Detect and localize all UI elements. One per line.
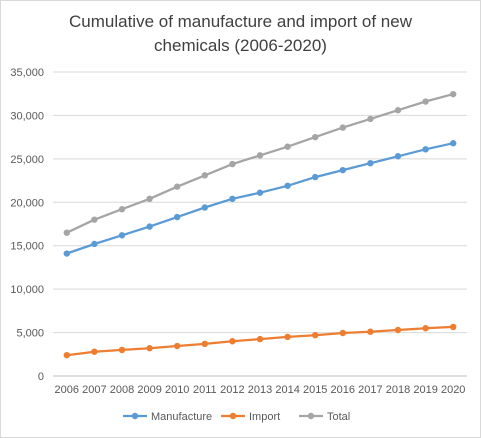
x-tick-label: 2012 (220, 384, 244, 396)
import-point (312, 331, 319, 339)
legend-marker (307, 412, 315, 420)
manufacture-point (91, 240, 98, 248)
total-point (174, 183, 181, 190)
manufacture-point (422, 146, 429, 153)
total-point (422, 98, 429, 105)
import-point (201, 340, 208, 348)
x-tick-label: 2020 (441, 384, 465, 396)
total-line (65, 92, 455, 234)
total-point (91, 216, 98, 223)
x-tick-label: 2019 (413, 384, 437, 396)
y-tick-label: 15,000 (10, 241, 44, 253)
manufacture-point (63, 250, 70, 257)
total-point (63, 229, 70, 236)
x-tick-label: 2014 (275, 384, 299, 396)
x-tick-label: 2011 (193, 384, 217, 396)
chart-title: Cumulative of manufacture and import of … (0, 10, 481, 58)
x-tick-label: 2015 (303, 384, 327, 396)
manufacture-point (256, 189, 264, 196)
series-manufacture (63, 140, 457, 257)
y-tick-label: 20,000 (10, 197, 44, 209)
legend-marker (229, 412, 237, 420)
total-point (394, 107, 402, 114)
legend-label: Manufacture (151, 411, 212, 423)
series-import (63, 323, 457, 359)
x-axis-ticks: 2006 2007 2008 2009 2010 2011 2012 2013 2014 2015… (55, 384, 466, 396)
total-point (367, 115, 374, 123)
import-point (284, 333, 291, 341)
import-point (394, 326, 402, 334)
import-point (91, 348, 98, 355)
total-point (339, 124, 346, 131)
y-tick-label: 30,000 (10, 110, 44, 122)
total-point (312, 133, 319, 141)
legend-label: Total (327, 411, 350, 423)
y-tick-label: 25,000 (10, 154, 44, 166)
manufacture-point (339, 166, 346, 174)
manufacture-point (146, 223, 153, 230)
x-tick-label: 2016 (331, 384, 355, 396)
legend-item-total: Total (299, 411, 350, 423)
import-point (450, 323, 457, 331)
y-axis-ticks: 0 5,000 10,000 15,000 20,000 25,000 30,000 35,0… (10, 67, 44, 383)
import-point (63, 351, 70, 359)
chart-title-line-2: chemicals (2006-2020) (154, 36, 327, 55)
series-lines (63, 90, 457, 359)
manufacture-point (312, 173, 319, 181)
total-point (201, 172, 208, 179)
x-tick-label: 2013 (248, 384, 272, 396)
y-tick-label: 0 (38, 371, 44, 383)
x-tick-label: 2006 (55, 384, 79, 396)
import-point (422, 325, 429, 332)
series-total (63, 90, 457, 236)
manufacture-point (201, 204, 208, 211)
y-tick-label: 10,000 (10, 284, 44, 296)
import-point (229, 338, 236, 345)
manufacture-point (174, 213, 181, 221)
y-tick-label: 5,000 (16, 328, 44, 340)
import-point (174, 342, 181, 350)
manufacture-point (367, 160, 374, 167)
legend-label: Import (249, 411, 280, 423)
manufacture-point (450, 140, 457, 147)
total-point (284, 143, 291, 150)
total-point (118, 206, 126, 213)
total-point (229, 160, 236, 168)
x-tick-label: 2009 (137, 384, 161, 396)
import-point (118, 346, 126, 354)
import-point (256, 335, 264, 343)
manufacture-point (118, 232, 126, 239)
chart-title-line-1: Cumulative of manufacture and import of … (68, 12, 412, 31)
x-tick-label: 2008 (110, 384, 134, 396)
total-point (146, 195, 153, 203)
x-tick-label: 2018 (386, 384, 410, 396)
legend-item-manufacture: Manufacture (123, 411, 212, 423)
total-point (256, 152, 264, 159)
legend-item-import: Import (221, 411, 280, 423)
manufacture-point (229, 195, 236, 203)
x-tick-label: 2007 (82, 384, 106, 396)
x-tick-label: 2010 (165, 384, 189, 396)
manufacture-point (394, 153, 402, 160)
import-point (367, 328, 374, 335)
legend-marker (131, 412, 139, 420)
manufacture-point (284, 182, 291, 189)
import-point (339, 329, 346, 337)
total-point (450, 90, 457, 98)
manufacture-line (65, 142, 455, 255)
x-tick-label: 2017 (358, 384, 382, 396)
legend: Manufacture Import Total (123, 411, 350, 423)
import-point (146, 345, 153, 352)
y-tick-label: 35,000 (10, 67, 44, 79)
